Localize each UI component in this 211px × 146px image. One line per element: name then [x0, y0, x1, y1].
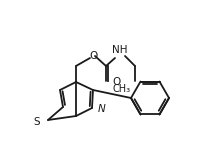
Text: NH: NH — [112, 45, 128, 55]
Text: O: O — [112, 77, 120, 87]
Text: N: N — [98, 104, 106, 114]
Text: CH₃: CH₃ — [113, 84, 131, 94]
Text: S: S — [33, 117, 40, 127]
Text: O: O — [90, 51, 98, 61]
